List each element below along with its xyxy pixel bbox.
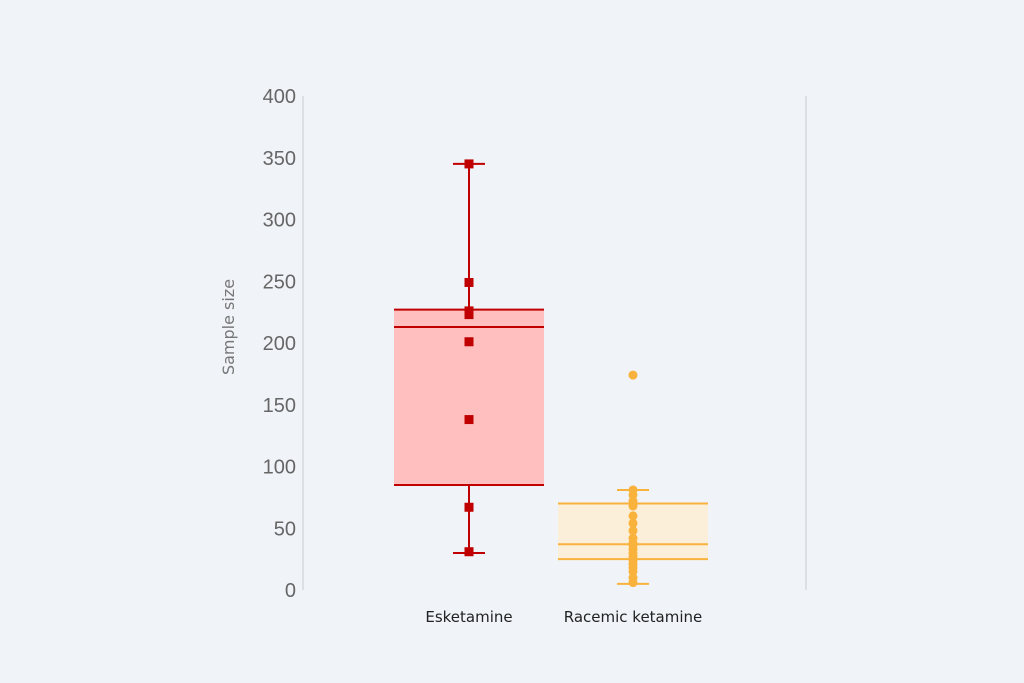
y-tick-label: 100 — [263, 457, 296, 479]
data-point — [628, 370, 638, 380]
data-point — [464, 277, 474, 287]
data-point — [464, 310, 474, 320]
data-point — [628, 566, 638, 576]
data-point — [464, 337, 474, 347]
box-esketamine — [394, 159, 544, 557]
y-tick-label: 0 — [285, 580, 296, 602]
data-point — [628, 578, 638, 588]
box-racemic-ketamine — [558, 370, 708, 588]
y-tick-label: 50 — [274, 518, 296, 540]
x-category-label: Racemic ketamine — [564, 608, 703, 626]
iqr-box — [394, 309, 544, 486]
data-point — [464, 159, 474, 169]
y-tick-label: 150 — [263, 395, 296, 417]
y-tick-label: 300 — [263, 210, 296, 232]
y-axis-ticks: 0 50 100 150 200 250 300 350 400 — [263, 86, 296, 602]
data-point — [464, 415, 474, 425]
x-category-label: Esketamine — [425, 608, 512, 626]
y-tick-label: 200 — [263, 333, 296, 355]
data-point — [628, 490, 638, 500]
data-point — [464, 547, 474, 557]
data-point — [628, 518, 638, 528]
data-point — [628, 511, 638, 521]
data-point — [628, 501, 638, 511]
data-point — [464, 502, 474, 512]
y-tick-label: 400 — [263, 86, 296, 108]
box-series-group — [394, 159, 708, 588]
data-point — [628, 526, 638, 536]
y-tick-label: 250 — [263, 271, 296, 293]
x-axis-category-labels: Esketamine Racemic ketamine — [425, 608, 702, 626]
y-tick-label: 350 — [263, 148, 296, 170]
y-axis-title: Sample size — [219, 279, 238, 375]
